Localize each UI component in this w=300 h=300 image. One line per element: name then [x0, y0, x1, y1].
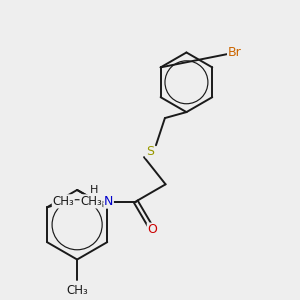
Text: CH₃: CH₃ [66, 284, 88, 297]
Text: CH₃: CH₃ [52, 195, 74, 208]
Text: Br: Br [228, 46, 242, 59]
Text: N: N [104, 195, 113, 208]
Text: S: S [146, 145, 154, 158]
Text: H: H [90, 185, 98, 195]
Text: O: O [147, 223, 157, 236]
Text: CH₃: CH₃ [80, 195, 102, 208]
